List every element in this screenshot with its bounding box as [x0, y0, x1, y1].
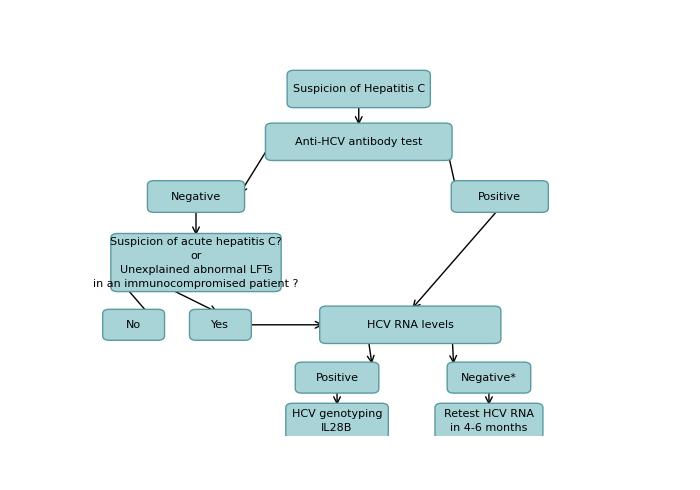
Text: Negative: Negative — [171, 192, 221, 201]
FancyBboxPatch shape — [286, 403, 388, 439]
FancyBboxPatch shape — [435, 403, 543, 439]
Text: Suspicion of Hepatitis C: Suspicion of Hepatitis C — [293, 84, 425, 94]
FancyBboxPatch shape — [447, 362, 531, 393]
FancyBboxPatch shape — [148, 181, 244, 212]
Text: Positive: Positive — [316, 372, 358, 383]
Text: Yes: Yes — [211, 320, 230, 330]
FancyBboxPatch shape — [287, 70, 430, 108]
Text: HCV genotyping
IL28B: HCV genotyping IL28B — [292, 409, 382, 433]
Text: Suspicion of acute hepatitis C?
or
Unexplained abnormal LFTs
in an immunocomprom: Suspicion of acute hepatitis C? or Unexp… — [93, 237, 299, 289]
FancyBboxPatch shape — [320, 306, 501, 343]
Text: Positive: Positive — [478, 192, 522, 201]
Text: HCV RNA levels: HCV RNA levels — [367, 320, 454, 330]
Text: Retest HCV RNA
in 4-6 months: Retest HCV RNA in 4-6 months — [444, 409, 534, 433]
Text: Anti-HCV antibody test: Anti-HCV antibody test — [295, 137, 422, 147]
Text: Negative*: Negative* — [461, 372, 517, 383]
FancyBboxPatch shape — [190, 309, 251, 340]
Text: No: No — [126, 320, 141, 330]
FancyBboxPatch shape — [452, 181, 548, 212]
FancyBboxPatch shape — [295, 362, 379, 393]
FancyBboxPatch shape — [103, 309, 164, 340]
FancyBboxPatch shape — [265, 123, 452, 161]
FancyBboxPatch shape — [111, 234, 281, 292]
